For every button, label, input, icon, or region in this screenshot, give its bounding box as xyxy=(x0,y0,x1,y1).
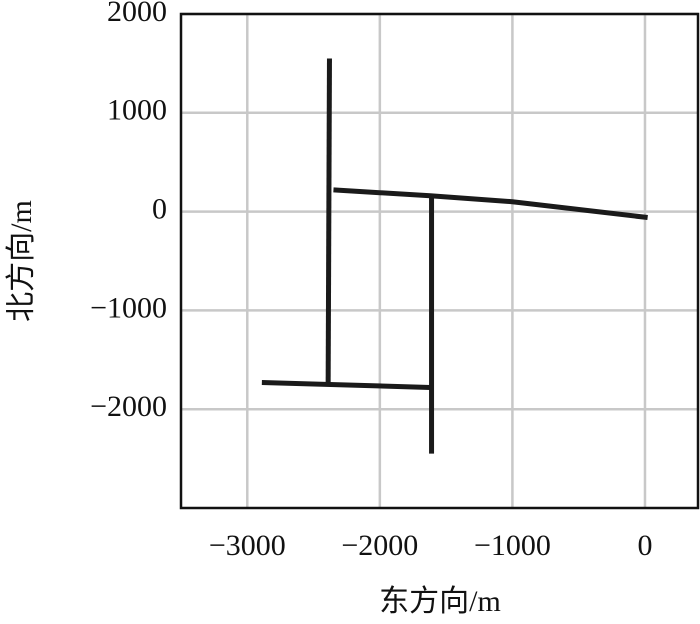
x-tick-label: −3000 xyxy=(209,529,286,562)
y-tick-label: 2000 xyxy=(107,0,167,28)
plot-frame xyxy=(179,12,700,510)
x-tick-label: −1000 xyxy=(474,529,551,562)
fault-line xyxy=(333,187,648,221)
y-tick-label: 1000 xyxy=(107,94,167,127)
y-tick-label: −2000 xyxy=(90,390,167,423)
fault-line xyxy=(261,380,431,390)
y-tick-label: 0 xyxy=(152,192,167,225)
x-tick-label: −2000 xyxy=(341,529,418,562)
fault-line xyxy=(325,58,332,384)
x-axis-label: 东方向/m xyxy=(379,585,501,618)
y-axis-label: 北方向/m xyxy=(5,200,38,322)
x-tick-label: 0 xyxy=(637,529,652,562)
y-tick-label: −1000 xyxy=(90,291,167,324)
